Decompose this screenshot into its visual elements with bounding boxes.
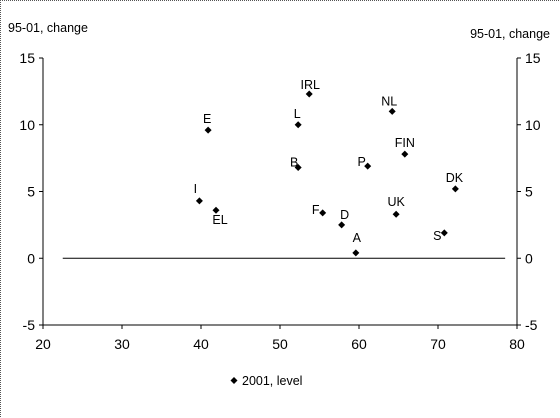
x-tick-label: 30 [114,336,130,352]
y-tick-label-right: 15 [525,50,541,66]
data-point-label: UK [387,195,405,209]
data-point [338,221,346,229]
legend: 2001, level [230,374,302,388]
data-point [364,162,372,170]
data-point-label: EL [212,213,227,227]
x-tick-label: 20 [35,336,51,352]
x-tick-label: 50 [272,336,288,352]
data-point-label: F [312,203,320,217]
data-point [401,150,409,158]
data-point-label: S [433,229,441,243]
y-tick-label-left: 15 [19,50,35,66]
axes [42,58,518,326]
data-point-label: B [290,155,298,169]
x-tick-label: 60 [351,336,367,352]
x-tick-label: 70 [430,336,446,352]
data-point [392,210,400,218]
y-axis-right: -5 0 5 10 15 [517,50,541,333]
data-point [195,197,203,205]
y-axis-label-right: 95-01, change [470,27,550,41]
data-point-label: P [358,155,366,169]
y-tick-label-left: -5 [23,317,36,333]
legend-label: 2001, level [242,374,302,388]
data-point-label: IRL [301,78,321,92]
data-point [319,209,327,217]
data-point-label: A [353,231,362,245]
y-tick-label-right: 0 [525,250,533,266]
data-point-label: I [194,182,197,196]
data-point [294,121,302,129]
data-point [440,229,448,237]
y-tick-label-left: 5 [27,184,35,200]
y-tick-label-right: 5 [525,184,533,200]
data-point-label: NL [381,94,397,108]
data-point-label: FIN [395,136,415,150]
data-point-label: L [294,107,301,121]
x-axis: 20 30 40 50 60 70 80 [35,325,525,352]
legend-marker [230,377,238,384]
y-tick-label-left: 0 [27,250,35,266]
x-tick-label: 80 [509,336,525,352]
y-axis-label-left: 95-01, change [8,21,88,35]
y-axis-left: -5 0 5 10 15 [19,50,43,333]
data-point-label: DK [446,171,464,185]
x-tick-label: 40 [193,336,209,352]
data-point-label: D [340,208,349,222]
data-point [451,185,459,193]
data-point [352,249,360,257]
data-point [204,126,212,134]
y-tick-label-left: 10 [19,117,35,133]
data-point [305,90,313,98]
y-tick-label-right: -5 [525,317,538,333]
data-point [212,206,220,214]
data-point [388,107,396,115]
data-point-label: E [203,112,211,126]
data-point [294,163,302,171]
y-tick-label-right: 10 [525,117,541,133]
